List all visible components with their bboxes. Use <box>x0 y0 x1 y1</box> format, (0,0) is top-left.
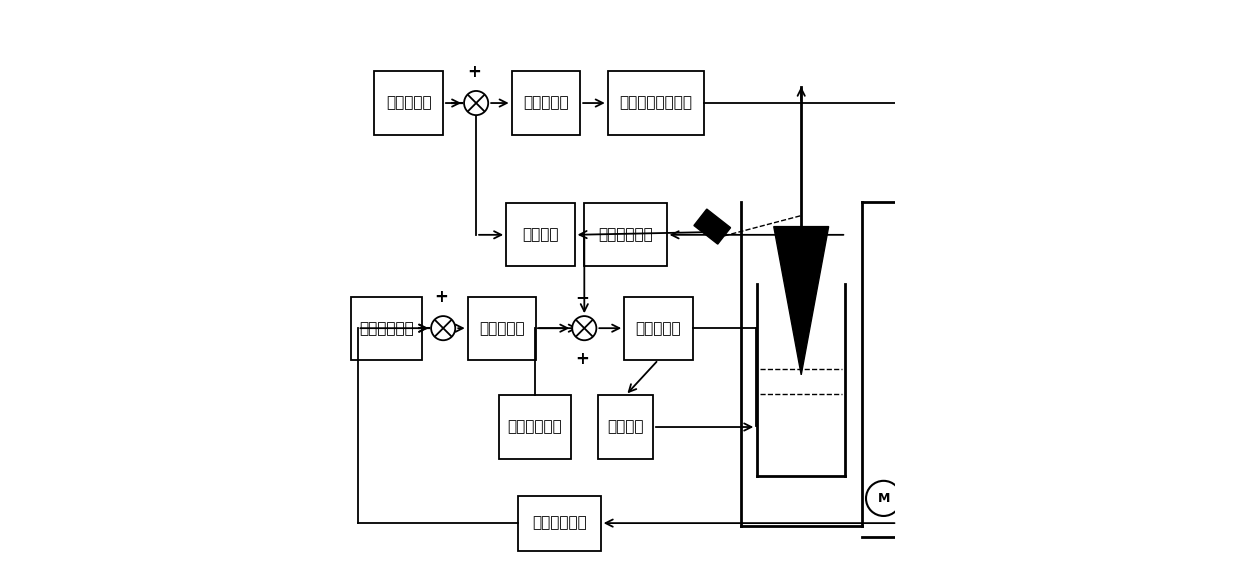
Text: 提拉速度检测: 提拉速度检测 <box>532 516 587 530</box>
Text: 加热装置: 加热装置 <box>608 419 644 435</box>
Text: 直径检测: 直径检测 <box>522 227 559 242</box>
Text: 提拉速度设定: 提拉速度设定 <box>360 321 414 336</box>
Polygon shape <box>694 209 730 244</box>
Text: −: − <box>449 93 465 113</box>
Text: −: − <box>415 319 433 338</box>
Bar <box>624 297 693 360</box>
Bar <box>608 72 704 135</box>
Bar <box>467 297 536 360</box>
Bar <box>351 297 423 360</box>
Polygon shape <box>774 226 828 375</box>
Text: +: + <box>467 63 481 81</box>
Text: 直径控制器: 直径控制器 <box>523 96 569 110</box>
Circle shape <box>866 481 901 516</box>
Bar <box>512 72 580 135</box>
Text: 温度控制器: 温度控制器 <box>636 321 681 336</box>
Bar <box>374 72 443 135</box>
Text: +: + <box>434 288 449 306</box>
Text: −: − <box>575 288 589 306</box>
Bar <box>500 395 570 459</box>
Text: 热场温度检测: 热场温度检测 <box>598 227 653 242</box>
Circle shape <box>572 316 596 340</box>
Bar <box>598 395 653 459</box>
Text: 热场温度设定: 热场温度设定 <box>507 419 562 435</box>
Circle shape <box>464 91 489 115</box>
Text: M: M <box>878 492 890 505</box>
Circle shape <box>432 316 455 340</box>
Text: 生长控制器: 生长控制器 <box>479 321 525 336</box>
Bar <box>506 203 574 266</box>
Bar <box>584 203 667 266</box>
Text: 提拉速度调节机构: 提拉速度调节机构 <box>619 96 692 110</box>
Text: 直径设定值: 直径设定值 <box>386 96 432 110</box>
Bar <box>518 495 601 551</box>
Text: +: + <box>575 350 589 368</box>
